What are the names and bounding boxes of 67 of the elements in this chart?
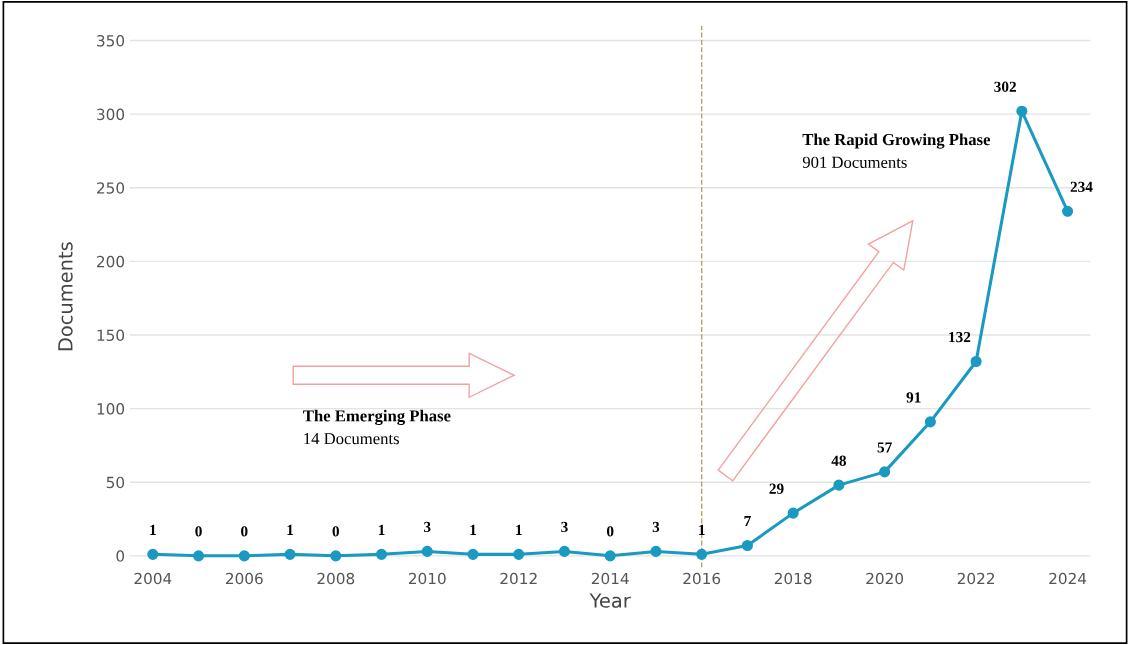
x-tick-label: 2010 [408, 572, 446, 585]
point [375, 548, 388, 560]
data-label: 3 [561, 521, 568, 533]
point [238, 550, 250, 562]
point [284, 548, 296, 560]
x-tick-label: 2012 [500, 572, 537, 585]
y-tick-label: 0 [116, 550, 125, 562]
annotation: The Rapid Growing Phase [802, 133, 991, 149]
y-tick-label: 100 [97, 403, 125, 415]
y-tick-label: 200 [97, 255, 125, 268]
data-label: 1 [470, 524, 477, 535]
point [467, 548, 479, 560]
x-tick-label: 2016 [683, 572, 721, 585]
annotation: 14 Documents [304, 433, 399, 445]
point [1016, 105, 1028, 117]
x-tick-label: 2024 [1049, 572, 1087, 585]
point [650, 545, 662, 557]
point [604, 550, 616, 562]
data-label: 0 [332, 526, 340, 537]
y-tick-label: 300 [97, 108, 125, 121]
point [787, 507, 799, 519]
annotation: The Emerging Phase [303, 409, 451, 425]
x-tick-label: 2018 [774, 572, 812, 585]
x-tick-label: 2014 [591, 572, 629, 585]
data-label: 132 [949, 331, 971, 343]
data-label: 1 [150, 524, 156, 535]
x-tick-label: 2008 [317, 572, 355, 585]
point [1062, 205, 1074, 217]
x-tick-label: 2020 [866, 572, 904, 585]
data-label: 48 [831, 455, 847, 466]
data-label: 57 [877, 442, 892, 453]
point [421, 545, 433, 557]
point [513, 548, 525, 560]
x-tick-label: 2022 [957, 572, 995, 585]
data-label: 29 [769, 483, 784, 494]
y-tick-label: 150 [97, 329, 125, 341]
y-tick-label: 350 [97, 34, 125, 47]
point [879, 466, 891, 478]
data-label: 3 [652, 521, 660, 533]
point [558, 545, 571, 557]
point [924, 416, 936, 428]
data-label: 0 [606, 526, 614, 537]
y-axis-title: Documents [58, 242, 73, 351]
data-label: 1 [287, 524, 294, 535]
y-tick-label: 250 [97, 182, 125, 194]
point [970, 355, 982, 368]
x-tick-label: 2006 [225, 572, 263, 585]
point [193, 550, 205, 562]
data-label: 0 [241, 526, 248, 537]
data-label: 234 [1070, 181, 1093, 193]
point [741, 539, 753, 552]
annotation: 901 Documents [802, 156, 907, 168]
point [696, 548, 708, 560]
y-tick-label: 50 [106, 476, 125, 489]
point [147, 548, 159, 560]
x-tick-label: 2004 [134, 572, 172, 585]
data-label: 1 [378, 524, 385, 535]
data-label: 3 [424, 521, 431, 533]
data-label: 91 [906, 392, 921, 403]
point [330, 550, 342, 562]
x-axis-title: Year [589, 593, 631, 608]
data-label: 7 [744, 516, 751, 527]
data-label: 302 [994, 81, 1016, 92]
data-label: 1 [516, 524, 522, 535]
point [833, 479, 845, 491]
data-label: 0 [195, 526, 202, 537]
data-label: 1 [699, 524, 705, 535]
